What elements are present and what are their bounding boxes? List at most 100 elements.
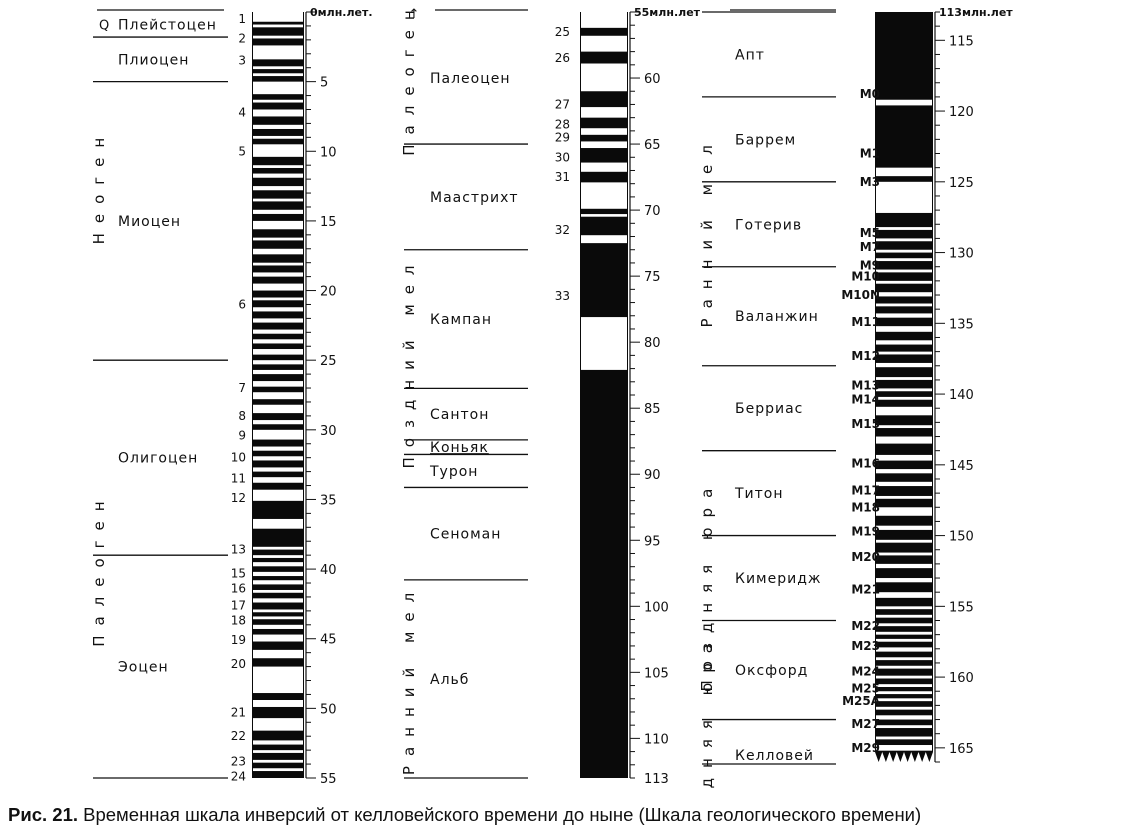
anomaly-label: 16 xyxy=(231,582,246,596)
anomaly-label: M23 xyxy=(851,639,880,653)
age-tick-label: 15 xyxy=(320,215,337,230)
anomaly-label: M5 xyxy=(860,226,880,240)
age-tick-label: 113 xyxy=(644,772,669,787)
polarity-interval-normal xyxy=(876,227,932,230)
polarity-interval-normal xyxy=(253,144,303,157)
anomaly-label: 10 xyxy=(231,451,246,465)
anomaly-label: M13 xyxy=(851,379,880,393)
column-55-113-ma: 60 65 70 75 80 85 90 95 100 105 110 55млн.лет 113 25 2… xyxy=(400,0,701,787)
anomaly-label: 12 xyxy=(231,491,246,505)
polarity-interval-normal xyxy=(253,248,303,255)
age-tick-label: 90 xyxy=(644,468,661,483)
epoch-label: Q xyxy=(99,19,110,34)
anomaly-label: M10 xyxy=(851,270,880,284)
epoch-label: Коньяк xyxy=(430,440,489,456)
polarity-interval-normal xyxy=(581,63,627,92)
anomaly-label: 20 xyxy=(231,657,246,671)
anomaly-label: 23 xyxy=(231,754,246,768)
polarity-bar-reversed xyxy=(875,12,933,752)
epoch-label: Сантон xyxy=(430,407,489,423)
age-tick-label: 105 xyxy=(644,666,669,681)
polarity-interval-normal xyxy=(253,186,303,191)
anomaly-label: 25 xyxy=(555,25,570,39)
polarity-interval-normal xyxy=(253,555,303,558)
anomaly-label: M22 xyxy=(851,619,880,633)
anomaly-label: 7 xyxy=(238,381,246,395)
anomaly-label: M16 xyxy=(851,456,880,470)
polarity-interval-normal xyxy=(876,377,932,380)
age-tick-label: 155 xyxy=(949,600,974,615)
polarity-interval-normal xyxy=(253,220,303,230)
anomaly-label: 27 xyxy=(555,97,570,111)
polarity-interval-normal xyxy=(581,317,627,370)
anomaly-label: M7 xyxy=(860,240,880,254)
polarity-interval-normal xyxy=(253,73,303,77)
anomaly-label: M12 xyxy=(851,349,880,363)
age-tick-label: 75 xyxy=(644,270,661,285)
anomaly-label: M1 xyxy=(860,147,880,161)
era-label: Ранний мел xyxy=(400,583,418,775)
polarity-interval-normal xyxy=(876,698,932,702)
age-tick-label: 95 xyxy=(644,534,661,549)
polarity-bar-zigzag-end xyxy=(875,752,933,762)
polarity-interval-normal xyxy=(876,606,932,610)
epoch-label: Олигоцен xyxy=(118,451,198,467)
age-axis-title: 0млн.лет. xyxy=(310,6,373,19)
polarity-interval-normal xyxy=(876,715,932,720)
polarity-interval-normal xyxy=(253,173,303,178)
anomaly-label: 28 xyxy=(555,117,570,131)
polarity-interval-normal xyxy=(876,614,932,618)
polarity-interval-normal xyxy=(253,81,303,95)
polarity-interval-normal xyxy=(253,750,303,753)
polarity-interval-normal xyxy=(253,467,303,472)
epoch-label: Палеоцен xyxy=(430,71,511,87)
anomaly-label: M18 xyxy=(851,500,880,514)
age-tick-label: 35 xyxy=(320,493,337,508)
age-tick-label: 130 xyxy=(949,247,974,262)
anomaly-label: 2 xyxy=(238,31,246,45)
epoch-label: Сеноман xyxy=(430,527,501,543)
age-tick-label: 115 xyxy=(949,34,974,49)
era-label: Палеоген xyxy=(400,0,418,155)
age-tick-label: 10 xyxy=(320,145,337,160)
polarity-interval-normal xyxy=(253,283,303,291)
polarity-interval-normal xyxy=(253,339,303,344)
polarity-interval-normal xyxy=(876,552,932,556)
age-tick-label: 140 xyxy=(949,388,974,403)
anomaly-label: M3 xyxy=(860,175,880,189)
polarity-interval-normal xyxy=(253,99,303,103)
anomaly-label: M11 xyxy=(851,315,880,329)
age-tick-label: 55 xyxy=(320,772,337,787)
figure-caption: Рис. 21. Временная шкала инверсий от кел… xyxy=(8,804,1116,826)
age-axis-title: 55млн.лет xyxy=(634,6,701,19)
anomaly-label: 33 xyxy=(555,289,570,303)
polarity-interval-normal xyxy=(876,181,932,213)
polarity-interval-normal xyxy=(876,647,932,652)
polarity-interval-normal xyxy=(581,128,627,135)
polarity-interval-normal xyxy=(876,99,932,106)
age-tick-label: 20 xyxy=(320,285,337,300)
age-tick-label: 135 xyxy=(949,317,974,332)
age-axis-title: 113млн.лет xyxy=(939,6,1013,19)
age-tick-label: 65 xyxy=(644,138,661,153)
era-label: Поздняя юра xyxy=(698,479,716,692)
anomaly-label: 11 xyxy=(231,472,246,486)
polarity-interval-normal xyxy=(876,340,932,345)
polarity-interval-normal xyxy=(253,446,303,451)
age-tick-label: 120 xyxy=(949,105,974,120)
polarity-interval-normal xyxy=(253,477,303,483)
polarity-interval-normal xyxy=(876,425,932,429)
polarity-interval-normal xyxy=(876,351,932,355)
age-tick-label: 80 xyxy=(644,336,661,351)
polarity-interval-normal xyxy=(253,307,303,312)
epoch-label: Плейстоцен xyxy=(118,18,217,34)
anomaly-label: M17 xyxy=(851,483,880,497)
anomaly-label: 26 xyxy=(555,51,570,65)
anomaly-label: 32 xyxy=(555,223,570,237)
polarity-interval-normal xyxy=(876,539,932,543)
polarity-interval-normal xyxy=(253,349,303,355)
polarity-interval-normal xyxy=(876,454,932,461)
anomaly-label: 30 xyxy=(555,150,570,164)
polarity-interval-normal xyxy=(253,45,303,60)
era-label: Неоген xyxy=(90,128,108,245)
